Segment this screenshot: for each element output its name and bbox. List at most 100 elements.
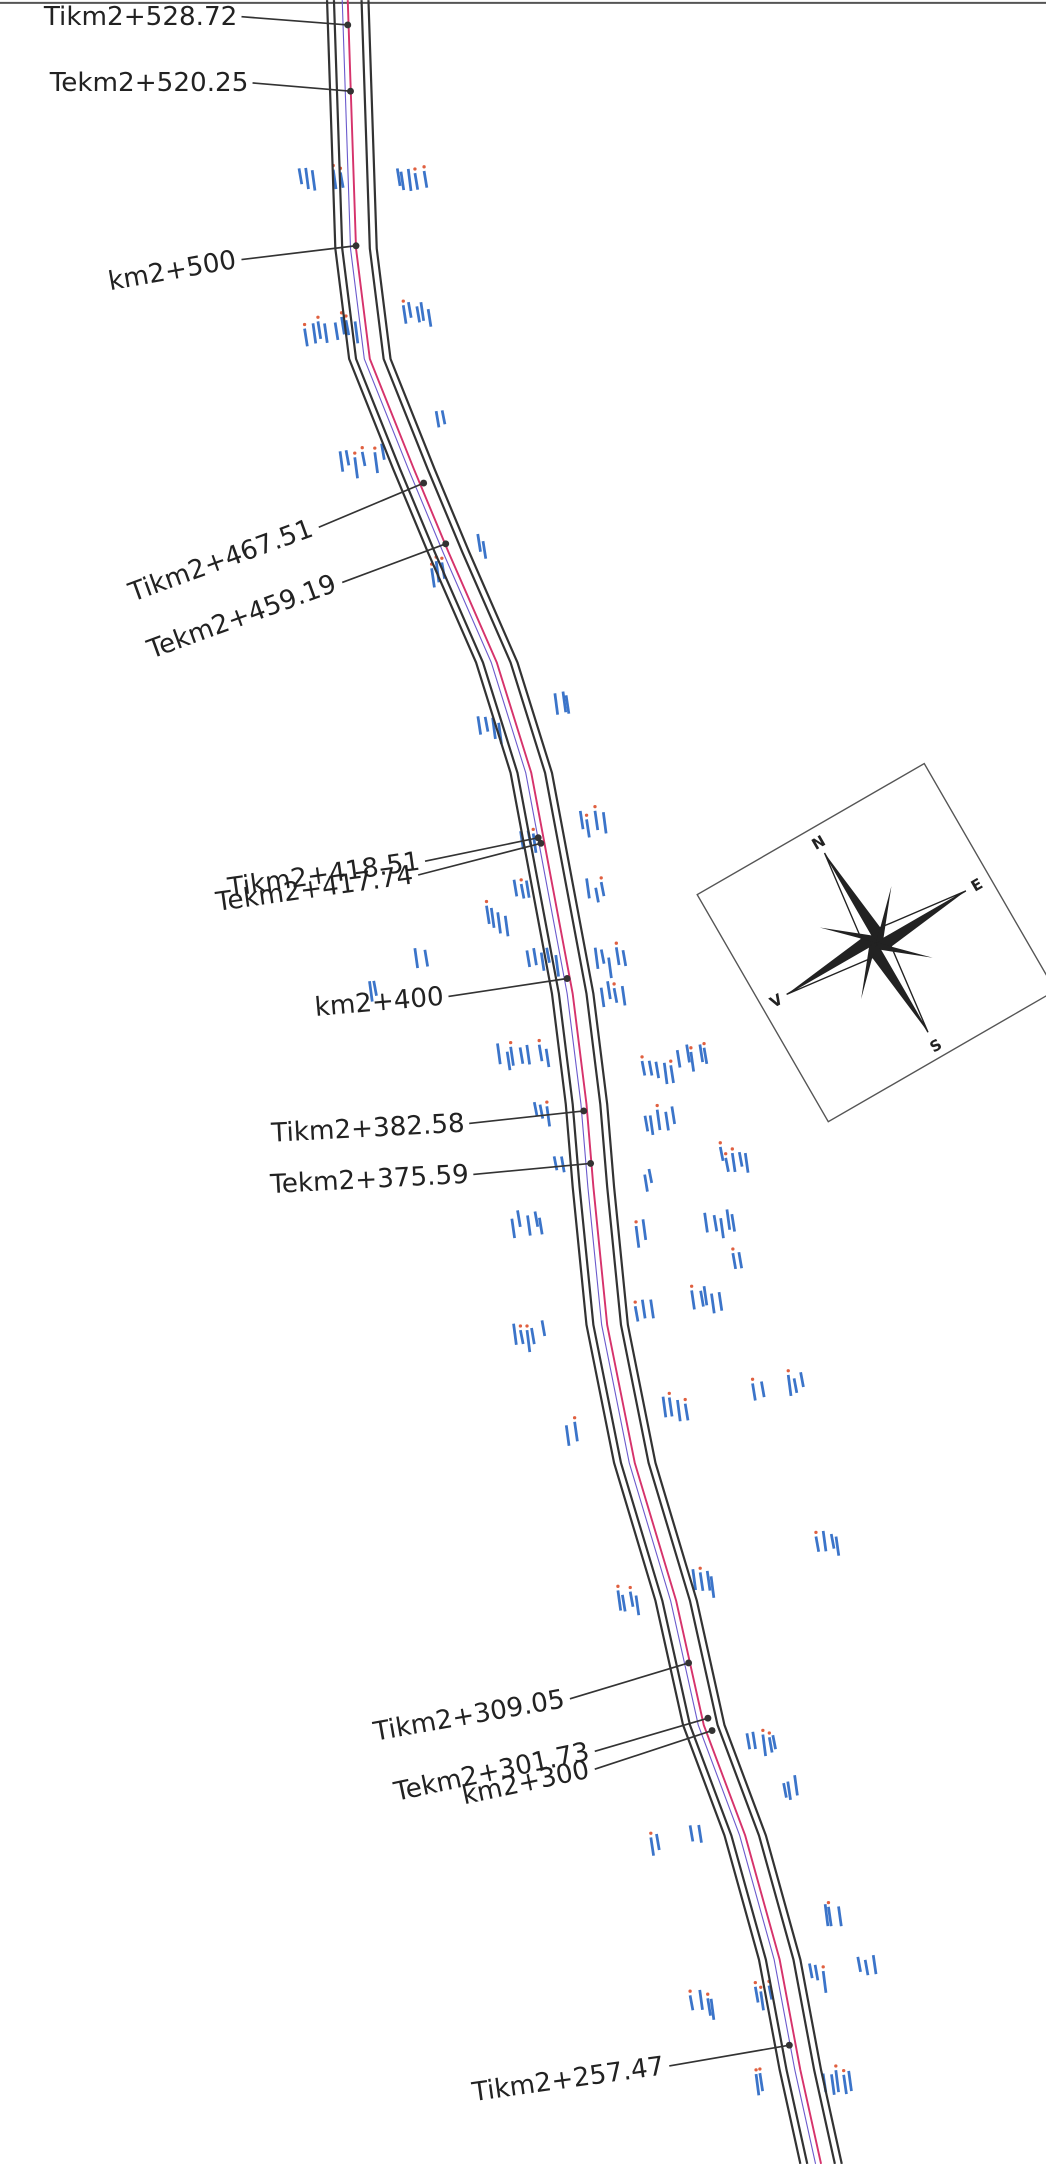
survey-tick — [691, 1569, 697, 1591]
survey-tick — [703, 1212, 709, 1233]
survey-tick — [751, 1731, 757, 1750]
survey-dot — [484, 899, 489, 904]
survey-tick — [525, 880, 531, 898]
survey-tick — [842, 2074, 848, 2095]
survey-tick — [399, 171, 406, 191]
survey-tick — [593, 947, 600, 970]
survey-tick — [353, 457, 359, 479]
survey-tick — [754, 2073, 761, 2096]
survey-dot — [731, 1247, 735, 1251]
survey-dot — [821, 1965, 825, 1969]
survey-tick — [698, 1044, 705, 1063]
survey-tick — [634, 1595, 641, 1616]
survey-tick — [578, 810, 585, 830]
survey-tick — [544, 1048, 551, 1068]
survey-dot — [373, 446, 377, 450]
survey-tick — [406, 168, 413, 192]
survey-dot — [759, 1985, 763, 1989]
survey-tick — [564, 695, 571, 714]
survey-tick — [690, 1290, 696, 1310]
survey-dot — [572, 1416, 577, 1420]
survey-tick — [311, 323, 318, 344]
station-label: Tekm2+520.25 — [49, 68, 249, 98]
survey-tick — [731, 1252, 737, 1270]
survey-tick — [676, 1399, 682, 1422]
survey-tick — [821, 1530, 828, 1552]
survey-tick — [643, 1115, 650, 1132]
station-point — [580, 1107, 588, 1115]
survey-dot — [353, 451, 357, 455]
survey-dot — [706, 1992, 710, 1996]
survey-dot — [698, 1566, 702, 1570]
survey-tick — [380, 443, 386, 461]
survey-tick — [525, 1329, 532, 1353]
survey-tick — [560, 1156, 566, 1173]
survey-dot — [834, 2064, 838, 2068]
survey-dot — [525, 1324, 529, 1328]
survey-tick — [725, 1209, 732, 1230]
survey-tick — [538, 1217, 544, 1235]
survey-tick — [340, 316, 346, 335]
survey-tick — [413, 948, 419, 969]
survey-dot — [614, 941, 618, 945]
survey-dot — [826, 1900, 831, 1905]
survey-tick — [709, 1576, 716, 1598]
survey-tick — [353, 321, 360, 344]
survey-dot — [730, 1147, 734, 1151]
survey-tick — [724, 1157, 730, 1173]
survey-tick — [526, 1215, 532, 1236]
survey-tick — [782, 1782, 788, 1798]
survey-tick — [698, 1989, 704, 2010]
survey-tick — [599, 949, 606, 964]
survey-dot — [531, 827, 535, 832]
survey-tick — [640, 1060, 647, 1076]
survey-tick — [814, 1536, 821, 1552]
survey-tick — [413, 172, 420, 190]
survey-tick — [585, 819, 591, 838]
station-point — [704, 1714, 712, 1722]
survey-tick — [554, 954, 560, 977]
survey-tick — [373, 452, 379, 474]
survey-dot — [688, 1989, 692, 1993]
survey-tick — [745, 1733, 752, 1750]
survey-tick — [537, 1044, 544, 1062]
survey-tick — [813, 1964, 820, 1981]
survey-tick — [767, 1736, 774, 1753]
survey-dot — [649, 1831, 653, 1835]
survey-dot — [316, 315, 320, 319]
survey-tick — [512, 1323, 518, 1345]
survey-tick — [709, 1998, 716, 2020]
survey-tick — [496, 912, 502, 934]
survey-tick — [422, 170, 429, 188]
leader-line — [424, 836, 539, 863]
survey-tick — [553, 693, 560, 715]
survey-tick — [760, 1381, 766, 1398]
survey-tick — [483, 716, 490, 732]
survey-dot — [628, 1585, 632, 1590]
survey-tick — [743, 1152, 750, 1173]
road — [325, 0, 843, 2164]
survey-tick — [712, 1214, 719, 1232]
survey-tick — [476, 533, 482, 552]
survey-tick — [837, 1906, 843, 1927]
survey-tick — [702, 1286, 709, 1306]
survey-tick — [620, 985, 627, 1006]
survey-tick — [667, 1397, 674, 1417]
survey-tick — [304, 167, 310, 190]
survey-tick — [718, 1146, 725, 1162]
survey-tick — [633, 1305, 640, 1322]
leader-line — [241, 244, 357, 261]
survey-tick — [601, 811, 608, 834]
survey-tick — [823, 1904, 830, 1927]
survey-dot — [545, 1100, 549, 1104]
survey-dot — [440, 556, 444, 560]
road-edge — [325, 0, 802, 2164]
survey-tick — [649, 1299, 655, 1319]
survey-tick — [662, 1062, 669, 1085]
survey-tick — [643, 1174, 649, 1192]
survey-tick — [655, 1833, 661, 1851]
survey-dot — [761, 1728, 765, 1733]
leader-line — [417, 842, 542, 876]
survey-tick — [856, 1956, 862, 1973]
survey-tick — [505, 1051, 512, 1071]
